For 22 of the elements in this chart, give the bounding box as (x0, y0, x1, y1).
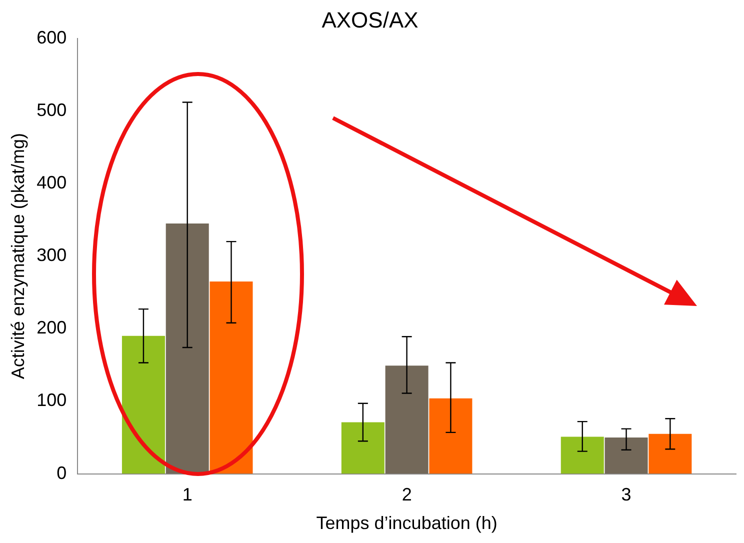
y-axis-title: Activité enzymatique (pkat/mg) (8, 133, 28, 380)
y-tick-label: 300 (36, 245, 67, 266)
y-tick-label: 100 (36, 390, 67, 410)
x-tick-label: 1 (182, 484, 192, 505)
y-tick-label: 500 (36, 100, 67, 120)
y-tick-label: 0 (56, 462, 67, 483)
y-tick-label: 600 (36, 27, 67, 48)
y-tick-label: 400 (36, 172, 67, 192)
bar (210, 282, 253, 474)
bar (648, 434, 692, 474)
bar (429, 398, 472, 474)
x-tick-label: 2 (402, 484, 412, 505)
x-tick-label: 3 (621, 484, 632, 505)
bar (166, 223, 209, 474)
chart-title: AXOS/AX (322, 7, 419, 32)
y-tick-label: 200 (36, 318, 67, 338)
bar (560, 436, 604, 474)
bar (385, 366, 428, 474)
x-axis-title: Temps d’incubation (h) (316, 513, 498, 534)
bar (122, 336, 165, 474)
bar (604, 438, 648, 474)
bar (341, 422, 384, 474)
